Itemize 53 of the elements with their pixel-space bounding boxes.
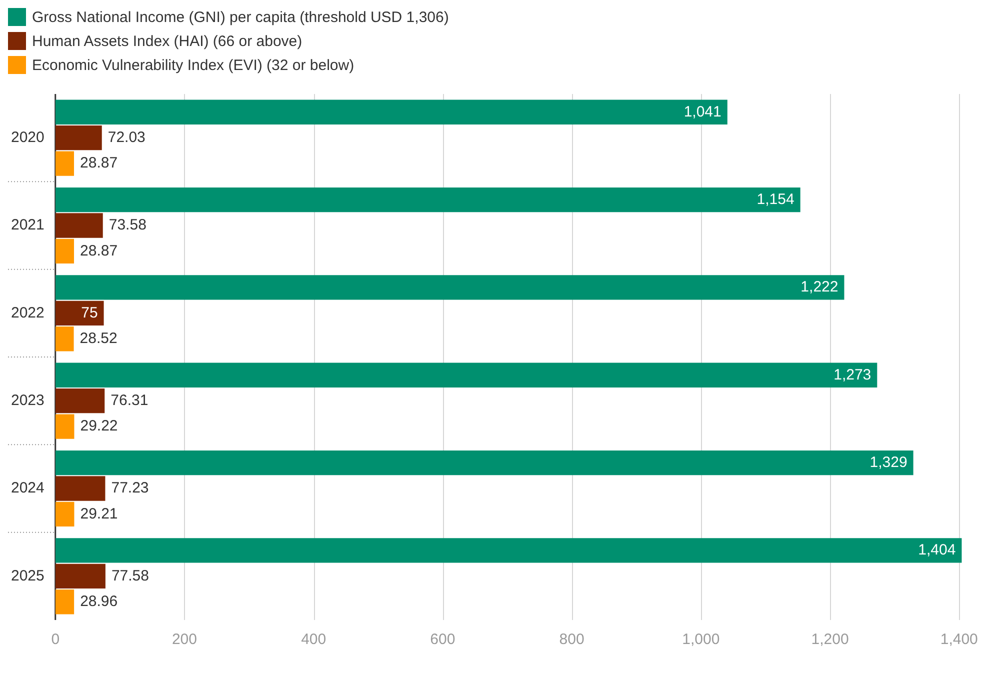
y-tick-label: 2023 <box>10 392 44 409</box>
bar <box>55 476 106 501</box>
x-tick-label: 1,200 <box>811 631 849 648</box>
x-tick-label: 1,000 <box>682 631 720 648</box>
bar <box>55 300 104 326</box>
bar <box>55 125 102 150</box>
x-tick-label: 800 <box>559 631 584 648</box>
bar <box>55 187 800 212</box>
x-tick-label: 400 <box>301 631 326 648</box>
legend-label: Gross National Income (GNI) per capita (threshold USD 1,306) <box>32 8 449 26</box>
bar <box>55 414 74 439</box>
legend-label: Human Assets Index (HAI) (66 or above) <box>32 32 302 50</box>
bar <box>55 362 878 388</box>
data-label: 28.87 <box>80 242 118 260</box>
bar <box>55 564 106 589</box>
bar <box>55 388 105 414</box>
data-label: 72.03 <box>108 128 146 146</box>
data-label: 1,154 <box>756 190 794 208</box>
data-label: 1,404 <box>918 542 956 559</box>
bar <box>55 450 914 476</box>
bar <box>55 100 728 124</box>
x-tick-label: 1,400 <box>940 631 978 648</box>
data-label: 77.58 <box>111 567 149 584</box>
y-tick-label: 2024 <box>10 480 44 497</box>
data-label: 28.96 <box>80 593 118 610</box>
bar <box>55 238 74 264</box>
legend-label: Economic Vulnerability Index (EVI) (32 or below) <box>32 56 354 74</box>
data-label: 29.21 <box>80 505 118 522</box>
data-label: 77.23 <box>111 480 149 497</box>
data-label: 1,222 <box>800 278 838 296</box>
bar <box>55 538 962 563</box>
data-label: 1,041 <box>684 103 722 120</box>
bar <box>55 151 74 176</box>
data-label: 73.58 <box>108 216 146 234</box>
x-tick-label: 200 <box>172 631 197 648</box>
x-tick-label: 0 <box>51 631 60 648</box>
data-label: 76.31 <box>110 392 148 409</box>
bar <box>55 326 74 352</box>
data-label: 1,329 <box>870 454 908 471</box>
x-tick-label: 600 <box>430 631 456 648</box>
bar <box>55 213 103 238</box>
data-label: 29.22 <box>80 418 118 435</box>
bar <box>55 590 74 614</box>
data-label: 28.87 <box>80 154 118 172</box>
data-label: 28.52 <box>80 330 118 348</box>
y-tick-label: 2025 <box>10 567 44 584</box>
data-label: 1,273 <box>834 366 872 384</box>
y-tick-label: 2021 <box>10 216 44 234</box>
y-tick-label: 2022 <box>10 304 44 322</box>
bar <box>55 502 74 527</box>
y-tick-label: 2020 <box>10 128 44 146</box>
data-label: 75 <box>81 304 98 322</box>
bar <box>55 275 844 300</box>
